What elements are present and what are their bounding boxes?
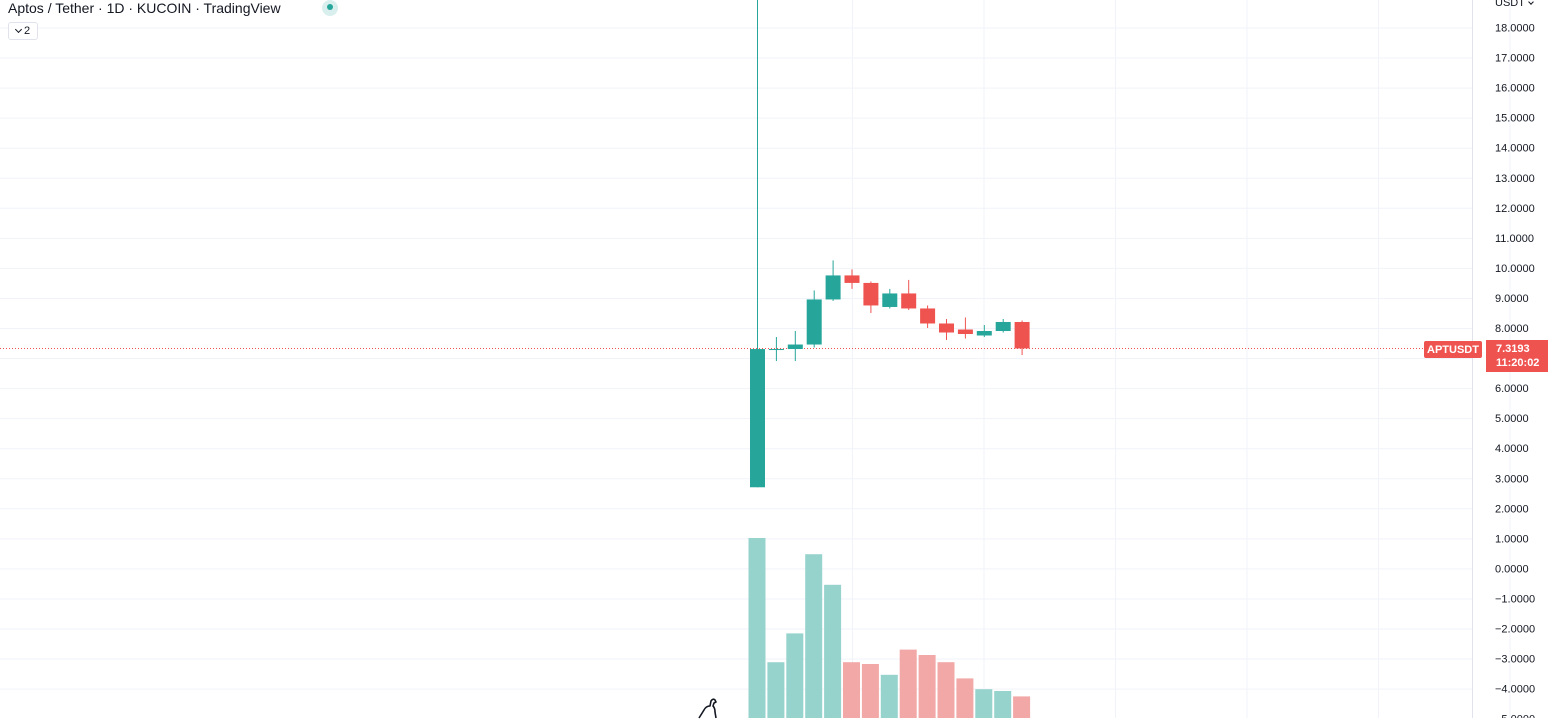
price-tick-label: 1.0000 bbox=[1495, 533, 1529, 545]
candle-body bbox=[995, 321, 1011, 332]
price-tick-label: 13.0000 bbox=[1495, 173, 1535, 185]
price-tick-label: −5.0000 bbox=[1495, 714, 1535, 718]
candle-body bbox=[882, 293, 898, 307]
price-tick-label: 10.0000 bbox=[1495, 263, 1535, 275]
candle bbox=[768, 337, 784, 362]
dino-cursor-icon bbox=[698, 698, 717, 719]
price-tick-label: 4.0000 bbox=[1495, 443, 1529, 455]
volume-bar bbox=[805, 554, 823, 718]
indicator-count: 2 bbox=[23, 25, 31, 37]
volume-bar bbox=[843, 662, 860, 718]
price-tick-label: 9.0000 bbox=[1495, 293, 1529, 305]
candle bbox=[1014, 320, 1030, 356]
volume-bar bbox=[899, 649, 917, 718]
candle-body bbox=[957, 329, 973, 335]
price-tick-label: 2.0000 bbox=[1495, 503, 1529, 515]
price-tick-label: 17.0000 bbox=[1495, 53, 1535, 65]
candle bbox=[825, 260, 841, 301]
legend-collapse-button[interactable]: 2 bbox=[8, 22, 38, 40]
price-tick-label: 3.0000 bbox=[1495, 473, 1529, 485]
volume-bar bbox=[880, 674, 898, 718]
candle-body bbox=[1014, 321, 1030, 349]
candle-body bbox=[806, 299, 822, 345]
candle-body bbox=[787, 344, 803, 350]
currency-unit-label: USDT bbox=[1495, 0, 1525, 9]
bar-close-countdown: 11:20:02 bbox=[1496, 357, 1540, 369]
price-tick-label: −1.0000 bbox=[1495, 593, 1535, 605]
volume-bar bbox=[956, 678, 974, 718]
candle-body bbox=[750, 349, 765, 488]
price-tick-label: −3.0000 bbox=[1495, 654, 1535, 666]
last-price-value: 7.3193 bbox=[1496, 343, 1530, 355]
price-tick-label: 8.0000 bbox=[1495, 323, 1529, 335]
volume-bar bbox=[767, 662, 785, 718]
candle-body bbox=[976, 331, 992, 336]
candle bbox=[882, 288, 898, 309]
volume-bar bbox=[748, 538, 766, 718]
last-price-tag: 7.3193 11:20:02 bbox=[1486, 340, 1548, 372]
candle-body bbox=[939, 323, 954, 333]
price-tick-label: −2.0000 bbox=[1495, 624, 1535, 636]
volume-bar bbox=[786, 633, 804, 718]
price-tick-label: 12.0000 bbox=[1495, 203, 1535, 215]
price-tick-label: 5.0000 bbox=[1495, 413, 1529, 425]
volume-bar bbox=[937, 662, 955, 718]
legend-title: Aptos / Tether · 1D · KUCOIN · TradingVi… bbox=[8, 0, 281, 16]
candle bbox=[957, 317, 973, 339]
candle-body bbox=[863, 282, 879, 306]
candle-body bbox=[844, 275, 860, 283]
candle-body bbox=[768, 349, 784, 351]
symbol-price-tag: APTUSDT bbox=[1424, 341, 1482, 358]
price-tick-label: 16.0000 bbox=[1495, 83, 1535, 95]
price-tick-label: 11.0000 bbox=[1495, 233, 1534, 245]
price-tick-label: −4.0000 bbox=[1495, 684, 1535, 696]
candle-body bbox=[901, 293, 917, 309]
price-tick-label: 14.0000 bbox=[1495, 143, 1535, 155]
candle bbox=[806, 290, 822, 348]
chevron-down-icon bbox=[14, 25, 22, 34]
market-open-status-icon bbox=[322, 0, 338, 16]
volume-bar bbox=[918, 655, 936, 718]
currency-unit-button[interactable]: USDT bbox=[1495, 0, 1534, 9]
candle-body bbox=[920, 308, 936, 324]
candle bbox=[863, 281, 879, 313]
candle bbox=[844, 269, 860, 289]
price-tick-label: 6.0000 bbox=[1495, 383, 1529, 395]
candle bbox=[901, 279, 917, 310]
volume-bar bbox=[861, 664, 879, 718]
candle bbox=[939, 318, 954, 341]
candle bbox=[976, 324, 992, 338]
price-tick-label: 18.0000 bbox=[1495, 23, 1535, 35]
candle-body bbox=[825, 275, 841, 300]
volume-bar bbox=[1013, 696, 1031, 718]
candle bbox=[787, 331, 803, 362]
volume-bar bbox=[975, 689, 993, 718]
price-tick-label: 15.0000 bbox=[1495, 113, 1535, 125]
volume-bar bbox=[994, 691, 1012, 718]
candle bbox=[995, 318, 1011, 333]
candle bbox=[920, 305, 936, 328]
chevron-down-icon bbox=[1528, 0, 1534, 5]
volume-bar bbox=[824, 584, 842, 718]
candle bbox=[750, 0, 765, 488]
price-tick-label: 0.0000 bbox=[1495, 563, 1529, 575]
